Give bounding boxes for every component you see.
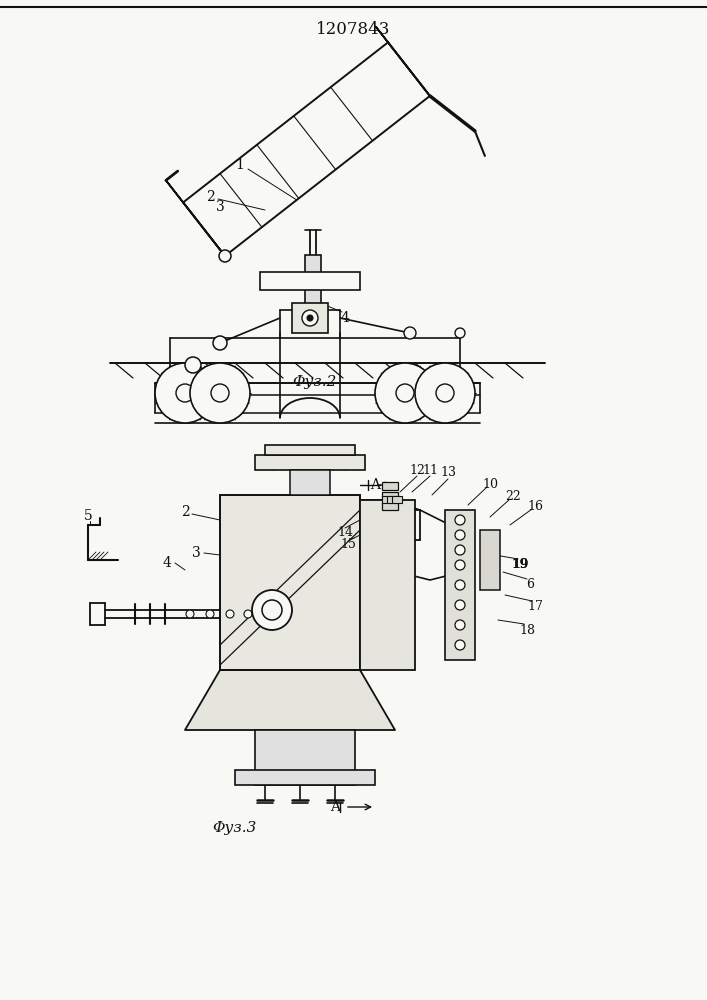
Bar: [392, 496, 402, 503]
Text: 4: 4: [341, 311, 349, 325]
Bar: [480, 530, 500, 590]
Circle shape: [404, 327, 416, 339]
Polygon shape: [166, 180, 225, 256]
Bar: [360, 500, 415, 670]
Text: 4: 4: [163, 556, 171, 570]
Text: 18: 18: [519, 624, 535, 637]
Text: 22: 22: [505, 490, 521, 504]
Circle shape: [455, 560, 465, 570]
Bar: [382, 482, 398, 490]
Polygon shape: [185, 670, 395, 730]
Circle shape: [455, 328, 465, 338]
Circle shape: [455, 640, 465, 650]
Circle shape: [226, 610, 234, 618]
Polygon shape: [375, 27, 430, 96]
Bar: [382, 492, 398, 500]
Bar: [265, 445, 355, 455]
Circle shape: [455, 600, 465, 610]
Text: Φуз.2: Φуз.2: [293, 375, 337, 389]
Text: 19: 19: [511, 558, 529, 572]
Bar: [292, 303, 328, 333]
Text: A: A: [370, 478, 380, 492]
Text: 13: 13: [440, 466, 456, 480]
Circle shape: [415, 363, 475, 423]
Text: 17: 17: [527, 600, 543, 613]
Bar: [445, 510, 475, 660]
Bar: [235, 770, 375, 785]
Circle shape: [244, 610, 252, 618]
Text: 16: 16: [527, 500, 543, 514]
Circle shape: [262, 600, 282, 620]
Circle shape: [213, 336, 227, 350]
Circle shape: [211, 384, 229, 402]
Text: 14: 14: [337, 526, 353, 538]
Text: 6: 6: [526, 578, 534, 591]
Circle shape: [185, 357, 201, 373]
Text: 3: 3: [192, 546, 200, 560]
Text: 15: 15: [340, 538, 356, 552]
Text: 2: 2: [206, 190, 214, 204]
Bar: [382, 502, 398, 510]
Bar: [255, 455, 365, 470]
Circle shape: [307, 315, 313, 321]
Circle shape: [176, 384, 194, 402]
Text: 12: 12: [409, 464, 425, 477]
Circle shape: [436, 384, 454, 402]
Text: 10: 10: [482, 479, 498, 491]
Text: 5: 5: [83, 509, 93, 523]
Circle shape: [455, 620, 465, 630]
Polygon shape: [183, 42, 430, 256]
Text: 1207843: 1207843: [316, 21, 390, 38]
Circle shape: [455, 580, 465, 590]
Bar: [220, 495, 360, 670]
Text: 11: 11: [422, 464, 438, 477]
Text: 2: 2: [180, 505, 189, 519]
Bar: [305, 255, 321, 310]
Circle shape: [375, 363, 435, 423]
Circle shape: [252, 590, 292, 630]
Bar: [387, 496, 397, 503]
Text: 19: 19: [511, 558, 529, 572]
Text: 3: 3: [216, 200, 224, 214]
Text: A: A: [330, 800, 340, 814]
Text: 1: 1: [235, 158, 245, 172]
Circle shape: [206, 610, 214, 618]
Circle shape: [190, 363, 250, 423]
Polygon shape: [360, 500, 465, 580]
Circle shape: [155, 363, 215, 423]
Text: Φуз.3: Φуз.3: [213, 821, 257, 835]
Bar: [260, 272, 360, 290]
Bar: [255, 730, 355, 785]
Circle shape: [302, 310, 318, 326]
Bar: [382, 496, 392, 503]
Circle shape: [455, 515, 465, 525]
Circle shape: [455, 530, 465, 540]
Circle shape: [186, 610, 194, 618]
Circle shape: [219, 250, 231, 262]
Circle shape: [455, 545, 465, 555]
Circle shape: [396, 384, 414, 402]
Bar: [290, 470, 330, 495]
